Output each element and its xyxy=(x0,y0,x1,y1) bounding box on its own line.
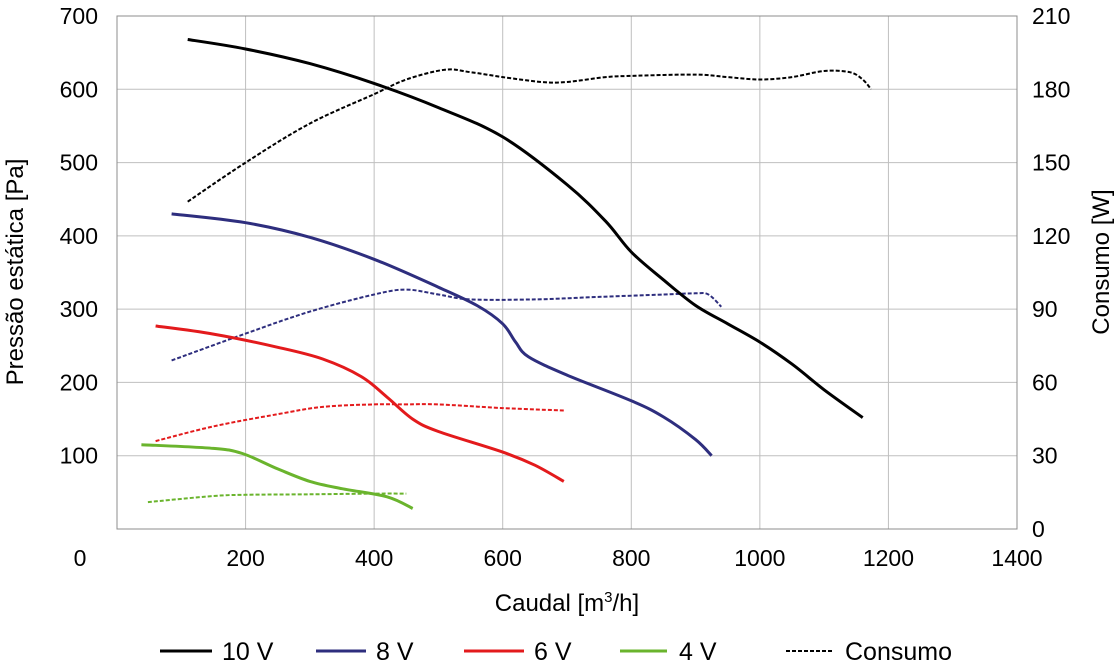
legend-item: 8 V xyxy=(316,638,414,666)
series-layer xyxy=(141,38,872,510)
y-right-tick-label: 60 xyxy=(1032,369,1058,395)
consumption-line-6v xyxy=(155,403,564,443)
legend-label: 10 V xyxy=(222,638,274,666)
y-left-tick-label: 500 xyxy=(60,150,98,176)
grid-layer xyxy=(116,15,1018,529)
legend-item: Consumo xyxy=(786,638,952,666)
y-left-tick-label: 600 xyxy=(60,76,98,102)
y-right-tick-label: 180 xyxy=(1032,76,1070,102)
pressure-line-10v xyxy=(187,38,864,419)
consumption-line-4v xyxy=(147,492,407,504)
y-left-tick-label: 700 xyxy=(60,3,98,29)
pressure-line-6v xyxy=(155,324,565,483)
legend-label: 6 V xyxy=(534,638,572,666)
y-right-tick-label: 210 xyxy=(1032,3,1070,29)
y-right-tick-label: 30 xyxy=(1032,443,1058,469)
tick-labels: 0 200 400 600 800 1000 1200 1400100200300400500… xyxy=(60,3,1071,571)
x-tick-label: 200 xyxy=(226,545,264,571)
x-tick-label: 1200 xyxy=(863,545,914,571)
y-left-tick-label: 300 xyxy=(60,296,98,322)
y-axis-right-title: Consumo [W] xyxy=(1088,189,1115,334)
y-left-tick-label: 200 xyxy=(60,369,98,395)
legend-label: 4 V xyxy=(679,638,717,666)
x-axis-title: Caudal [m3/h] xyxy=(495,589,639,617)
consumption-line-8v xyxy=(171,288,723,362)
legend-label: 8 V xyxy=(376,638,414,666)
y-right-tick-label: 150 xyxy=(1032,150,1070,176)
y-axis-left-title: Pressão estática [Pa] xyxy=(2,159,29,386)
x-tick-label: 1000 xyxy=(734,545,785,571)
plot-area-border xyxy=(116,15,1018,530)
y-left-tick-label: 100 xyxy=(60,443,98,469)
x-tick-label: 1400 xyxy=(991,545,1042,571)
x-tick-label: 400 xyxy=(355,545,393,571)
pressure-line-8v xyxy=(171,212,713,457)
legend-item: 10 V xyxy=(160,638,274,666)
x-tick-label: 800 xyxy=(612,545,650,571)
x-tick-label: 0 xyxy=(74,545,87,571)
x-tick-label: 600 xyxy=(484,545,522,571)
y-right-tick-label: 90 xyxy=(1032,296,1058,322)
legend: 10 V 8 V 6 V 4 V Consumo xyxy=(160,638,952,666)
pressure-line-4v xyxy=(141,443,414,510)
legend-item: 6 V xyxy=(464,638,572,666)
y-left-tick-label: 400 xyxy=(60,223,98,249)
y-right-tick-label: 120 xyxy=(1032,223,1070,249)
consumption-line-10v xyxy=(187,68,872,203)
y-right-tick-label: 0 xyxy=(1032,516,1045,542)
legend-item: 4 V xyxy=(620,638,717,666)
legend-label: Consumo xyxy=(845,638,952,666)
